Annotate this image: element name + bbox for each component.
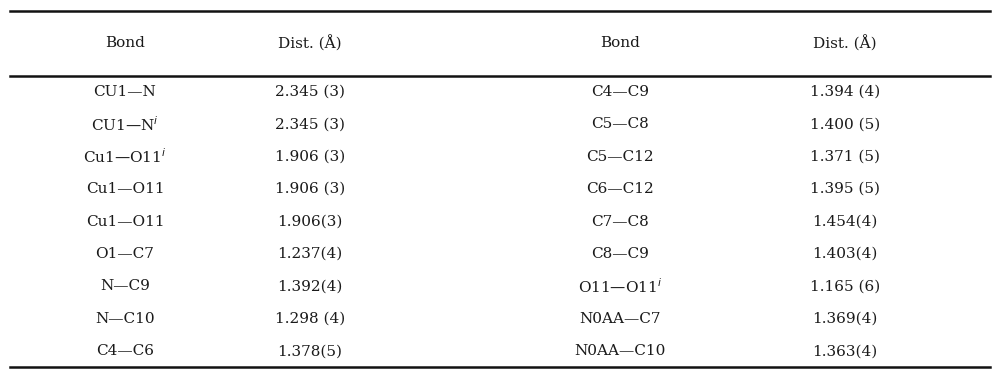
- Text: Dist. (Å): Dist. (Å): [813, 36, 877, 51]
- Text: 1.400 (5): 1.400 (5): [810, 117, 880, 131]
- Text: 1.363(4): 1.363(4): [812, 344, 878, 358]
- Text: N0AA—C7: N0AA—C7: [579, 312, 661, 326]
- Text: 1.395 (5): 1.395 (5): [810, 182, 880, 196]
- Text: 1.906 (3): 1.906 (3): [275, 182, 345, 196]
- Text: 1.165 (6): 1.165 (6): [810, 279, 880, 293]
- Text: N0AA—C10: N0AA—C10: [574, 344, 666, 358]
- Text: C4—C9: C4—C9: [591, 85, 649, 99]
- Text: Bond: Bond: [600, 36, 640, 51]
- Text: 1.371 (5): 1.371 (5): [810, 150, 880, 164]
- Text: Cu1—O11: Cu1—O11: [86, 182, 164, 196]
- Text: 1.392(4): 1.392(4): [277, 279, 343, 293]
- Text: 1.906(3): 1.906(3): [277, 214, 343, 229]
- Text: O11—O11$^{i}$: O11—O11$^{i}$: [578, 277, 662, 296]
- Text: 2.345 (3): 2.345 (3): [275, 85, 345, 99]
- Text: 2.345 (3): 2.345 (3): [275, 117, 345, 131]
- Text: 1.394 (4): 1.394 (4): [810, 85, 880, 99]
- Text: CU1—N: CU1—N: [94, 85, 156, 99]
- Text: 1.369(4): 1.369(4): [812, 312, 878, 326]
- Text: 1.378(5): 1.378(5): [278, 344, 342, 358]
- Text: CU1—N$^{i}$: CU1—N$^{i}$: [91, 115, 159, 133]
- Text: 1.298 (4): 1.298 (4): [275, 312, 345, 326]
- Text: Dist. (Å): Dist. (Å): [278, 36, 342, 51]
- Text: C8—C9: C8—C9: [591, 247, 649, 261]
- Text: N—C10: N—C10: [95, 312, 155, 326]
- Text: C7—C8: C7—C8: [591, 214, 649, 229]
- Text: 1.454(4): 1.454(4): [812, 214, 878, 229]
- Text: N—C9: N—C9: [100, 279, 150, 293]
- Text: Cu1—O11: Cu1—O11: [86, 214, 164, 229]
- Text: C5—C8: C5—C8: [591, 117, 649, 131]
- Text: 1.906 (3): 1.906 (3): [275, 150, 345, 164]
- Text: C6—C12: C6—C12: [586, 182, 654, 196]
- Text: Bond: Bond: [105, 36, 145, 51]
- Text: C5—C12: C5—C12: [586, 150, 654, 164]
- Text: 1.237(4): 1.237(4): [277, 247, 343, 261]
- Text: Cu1—O11$^{i}$: Cu1—O11$^{i}$: [83, 147, 167, 166]
- Text: 1.403(4): 1.403(4): [812, 247, 878, 261]
- Text: O1—C7: O1—C7: [96, 247, 154, 261]
- Text: C4—C6: C4—C6: [96, 344, 154, 358]
